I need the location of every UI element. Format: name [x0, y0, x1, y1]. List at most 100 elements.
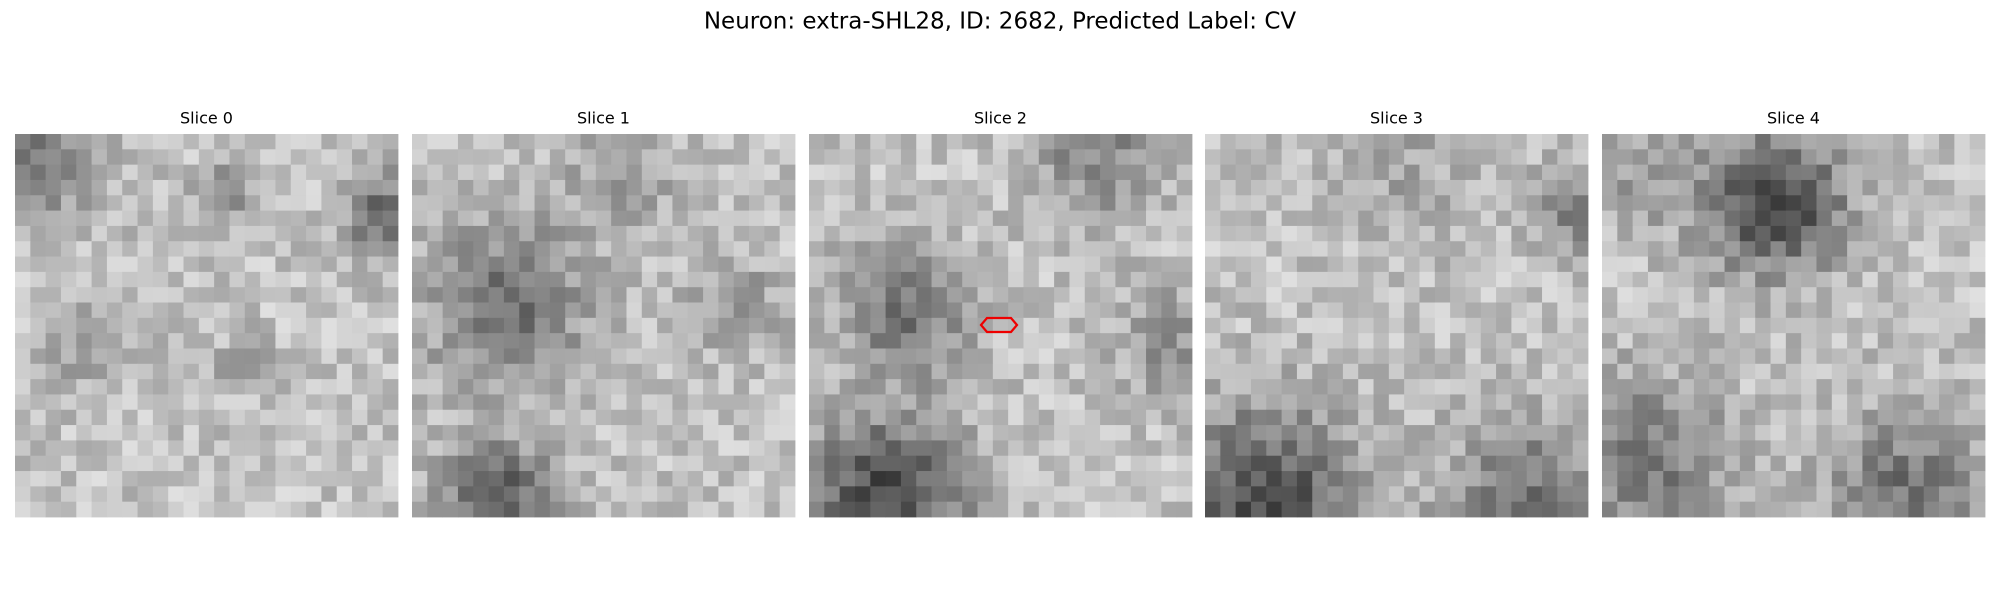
pixel: [992, 302, 1009, 319]
pixel: [870, 195, 886, 211]
pixel: [641, 455, 658, 472]
pixel: [15, 164, 31, 181]
pixel: [962, 149, 978, 166]
pixel: [1893, 317, 1909, 334]
pixel: [900, 210, 917, 227]
pixel: [382, 134, 399, 150]
pixel: [503, 455, 520, 472]
pixel: [442, 256, 459, 273]
pixel: [1739, 471, 1756, 487]
pixel: [1327, 394, 1344, 411]
pixel: [1739, 348, 1756, 365]
pixel: [1877, 271, 1894, 288]
pixel: [1557, 134, 1574, 150]
pixel: [749, 409, 765, 426]
pixel: [1647, 302, 1664, 319]
pixel: [749, 317, 765, 334]
pixel: [1526, 134, 1543, 150]
pixel: [15, 501, 31, 518]
pixel: [1205, 164, 1221, 181]
pixel: [1831, 241, 1848, 257]
pixel: [962, 164, 978, 181]
pixel: [1358, 164, 1374, 181]
pixel: [1038, 302, 1055, 319]
pixel: [672, 486, 689, 503]
pixel: [229, 425, 246, 441]
pixel: [1388, 149, 1405, 166]
pixel: [1709, 164, 1725, 181]
pixel: [198, 195, 215, 211]
pixel: [1831, 210, 1848, 227]
pixel: [106, 195, 123, 211]
pixel: [1100, 471, 1116, 487]
pixel: [60, 455, 77, 472]
pixel: [290, 195, 307, 211]
pixel: [824, 379, 841, 395]
pixel: [1526, 195, 1543, 211]
pixel: [1235, 302, 1252, 319]
pixel: [106, 179, 123, 196]
pixel: [1100, 271, 1116, 288]
pixel: [244, 394, 261, 411]
pixel: [1678, 348, 1695, 365]
pixel: [1739, 486, 1756, 503]
pixel: [1327, 379, 1344, 395]
pixel: [1893, 256, 1909, 273]
pixel: [809, 486, 825, 503]
pixel: [824, 409, 841, 426]
pixel: [183, 271, 200, 288]
pixel: [1235, 241, 1252, 257]
pixel: [1831, 179, 1848, 196]
pixel: [1161, 394, 1178, 411]
pixel: [488, 271, 505, 288]
pixel: [1602, 394, 1618, 411]
pixel: [473, 271, 489, 288]
pixel: [1373, 287, 1390, 303]
pixel: [1250, 179, 1267, 196]
pixel: [1480, 501, 1497, 518]
pixel: [1877, 241, 1894, 257]
pixel: [672, 394, 689, 411]
pixel: [870, 210, 886, 227]
pixel: [1709, 149, 1725, 166]
pixel: [1327, 195, 1344, 211]
pixel: [214, 348, 230, 365]
pixel: [152, 455, 169, 472]
pixel: [1755, 409, 1771, 426]
pixel: [900, 317, 917, 334]
pixel: [137, 317, 154, 334]
pixel: [1557, 348, 1574, 365]
pixel: [1404, 317, 1420, 334]
pixel: [45, 409, 62, 426]
pixel: [1450, 363, 1466, 380]
pixel: [1250, 225, 1267, 242]
pixel: [1908, 455, 1925, 472]
pixel: [306, 394, 322, 411]
pixel: [1511, 379, 1528, 395]
pixel: [534, 241, 551, 257]
pixel: [1801, 164, 1817, 181]
pixel: [45, 271, 62, 288]
pixel: [764, 241, 781, 257]
pixel: [779, 501, 796, 518]
pixel: [275, 164, 292, 181]
pixel: [534, 287, 551, 303]
pixel: [1770, 164, 1787, 181]
pixel: [1327, 210, 1344, 227]
pixel: [1205, 210, 1221, 227]
pixel: [1281, 225, 1298, 242]
pixel: [703, 302, 719, 319]
pixel: [183, 394, 200, 411]
pixel: [565, 179, 581, 196]
pixel: [60, 195, 77, 211]
pixel: [580, 333, 597, 349]
pixel: [1176, 149, 1193, 166]
pixel: [885, 471, 902, 487]
pixel: [183, 455, 200, 472]
pixel: [1893, 409, 1909, 426]
pixel: [687, 333, 704, 349]
pixel: [1176, 241, 1193, 257]
pixel: [1130, 486, 1147, 503]
pixel: [1266, 195, 1282, 211]
pixel: [168, 210, 184, 227]
